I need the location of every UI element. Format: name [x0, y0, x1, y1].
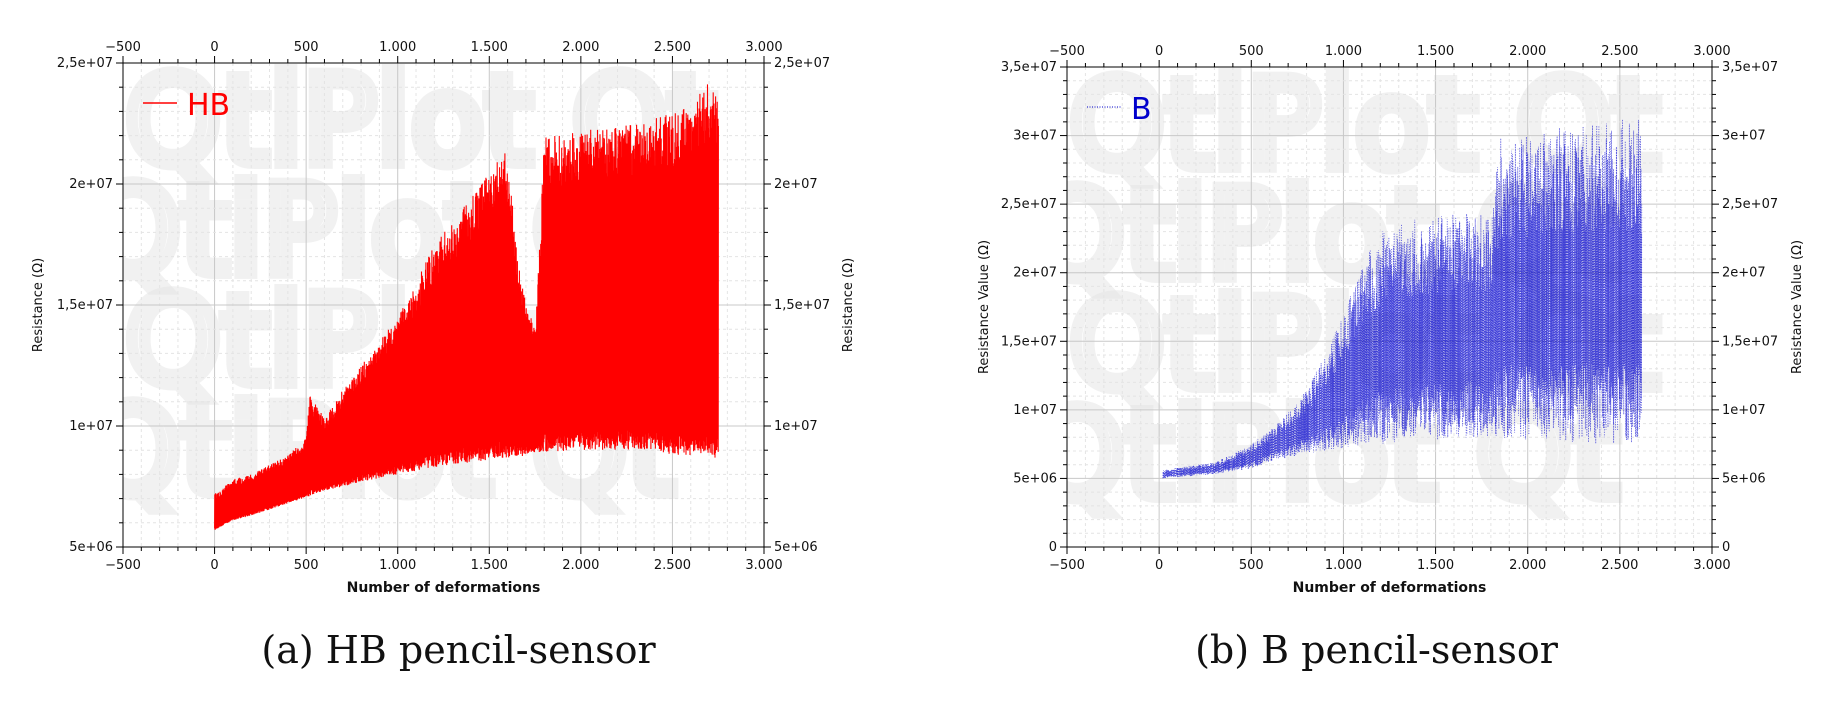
x-tick-label-bottom: 3.000	[1693, 558, 1730, 573]
chart-panel-b: QtiPlot Qt QtiPlot Qt QtiPlot Qt QtiPlot Qt…	[918, 0, 1835, 701]
x-tick-label-bottom: 1.500	[1417, 558, 1454, 573]
y-tick-label-left: 3,5e+07	[1001, 60, 1057, 75]
y-tick-label-left: 3e+07	[1013, 129, 1057, 144]
x-tick-label-top: 1.500	[1417, 44, 1454, 59]
y-axis-title-right: Resistance (Ω)	[841, 258, 856, 352]
series-hb-line	[214, 84, 719, 530]
legend: B	[1087, 92, 1152, 127]
x-tick-label-bottom: 2.000	[1509, 558, 1546, 573]
x-tick-label-top: 0	[210, 40, 218, 55]
x-tick-label-bottom: 2.500	[654, 558, 691, 573]
y-tick-label-right: 2,5e+07	[774, 56, 830, 71]
x-tick-label-bottom: 500	[294, 558, 319, 573]
y-tick-label-left: 1e+07	[1013, 403, 1057, 418]
x-axis-title: Number of deformations	[347, 580, 541, 596]
caption-b: (b) B pencil-sensor	[1195, 628, 1558, 672]
x-tick-label-top: −500	[1049, 44, 1085, 59]
y-tick-label-left: 1,5e+07	[1001, 334, 1057, 349]
x-tick-label-bottom: 2.000	[562, 558, 599, 573]
plot-frame	[1066, 66, 1713, 548]
legend-label: HB	[187, 88, 230, 123]
x-tick-label-top: 2.000	[562, 40, 599, 55]
y-tick-label-right: 0	[1722, 540, 1730, 555]
x-tick-label-bottom: 500	[1239, 558, 1264, 573]
legend-label: B	[1131, 92, 1152, 127]
x-tick-label-bottom: −500	[105, 558, 141, 573]
x-tick-label-bottom: 1.000	[379, 558, 416, 573]
x-tick-label-top: 1.500	[471, 40, 508, 55]
y-tick-label-left: 5e+06	[1013, 471, 1057, 486]
y-tick-label-right: 3,5e+07	[1722, 60, 1778, 75]
chart-panel-hb: QtiPlot Qt QtiPlot Qt QtiPlot Qt QtiPlot Qt…	[0, 0, 917, 701]
y-tick-label-left: 2,5e+07	[57, 56, 113, 71]
y-tick-label-right: 2,5e+07	[1722, 197, 1778, 212]
x-axis-title: Number of deformations	[1293, 580, 1487, 596]
y-tick-label-left: 1e+07	[69, 419, 113, 434]
y-tick-label-right: 2e+07	[1722, 266, 1766, 281]
y-tick-label-right: 1,5e+07	[1722, 334, 1778, 349]
x-tick-label-top: 1.000	[379, 40, 416, 55]
y-tick-label-left: 5e+06	[69, 540, 113, 555]
y-tick-label-left: 1,5e+07	[57, 298, 113, 313]
x-tick-label-top: 0	[1155, 44, 1163, 59]
x-tick-label-bottom: −500	[1049, 558, 1085, 573]
x-tick-label-bottom: 3.000	[745, 558, 782, 573]
x-tick-label-top: 500	[1239, 44, 1264, 59]
series-b-line	[1162, 119, 1643, 479]
x-tick-label-top: 2.000	[1509, 44, 1546, 59]
watermark-text: QtiPlot Qt	[1069, 54, 1659, 196]
y-tick-label-right: 1e+07	[774, 419, 818, 434]
y-tick-label-left: 2e+07	[69, 177, 113, 192]
y-axis-title-right: Resistance Value (Ω)	[1790, 240, 1805, 374]
y-tick-label-right: 1e+07	[1722, 403, 1766, 418]
x-tick-label-bottom: 1.500	[471, 558, 508, 573]
y-tick-label-right: 3e+07	[1722, 129, 1766, 144]
y-tick-label-right: 2e+07	[774, 177, 818, 192]
x-tick-label-top: 2.500	[654, 40, 691, 55]
legend: HB	[143, 88, 230, 123]
y-tick-label-left: 2,5e+07	[1001, 197, 1057, 212]
x-tick-label-top: 500	[294, 40, 319, 55]
y-tick-label-right: 5e+06	[774, 540, 818, 555]
x-tick-label-bottom: 0	[210, 558, 218, 573]
y-axis-title-left: Resistance Value (Ω)	[977, 240, 992, 374]
x-tick-label-top: 1.000	[1325, 44, 1362, 59]
x-tick-label-bottom: 1.000	[1325, 558, 1362, 573]
x-tick-label-top: 2.500	[1601, 44, 1638, 59]
y-axis-title-left: Resistance (Ω)	[31, 258, 46, 352]
caption-hb: (a) HB pencil-sensor	[261, 628, 656, 672]
y-tick-label-left: 0	[1049, 540, 1057, 555]
x-tick-label-top: −500	[105, 40, 141, 55]
y-tick-label-left: 2e+07	[1013, 266, 1057, 281]
x-tick-label-top: 3.000	[745, 40, 782, 55]
y-tick-label-right: 1,5e+07	[774, 298, 830, 313]
y-tick-label-right: 5e+06	[1722, 471, 1766, 486]
x-tick-label-bottom: 2.500	[1601, 558, 1638, 573]
x-tick-label-bottom: 0	[1155, 558, 1163, 573]
x-tick-label-top: 3.000	[1693, 44, 1730, 59]
